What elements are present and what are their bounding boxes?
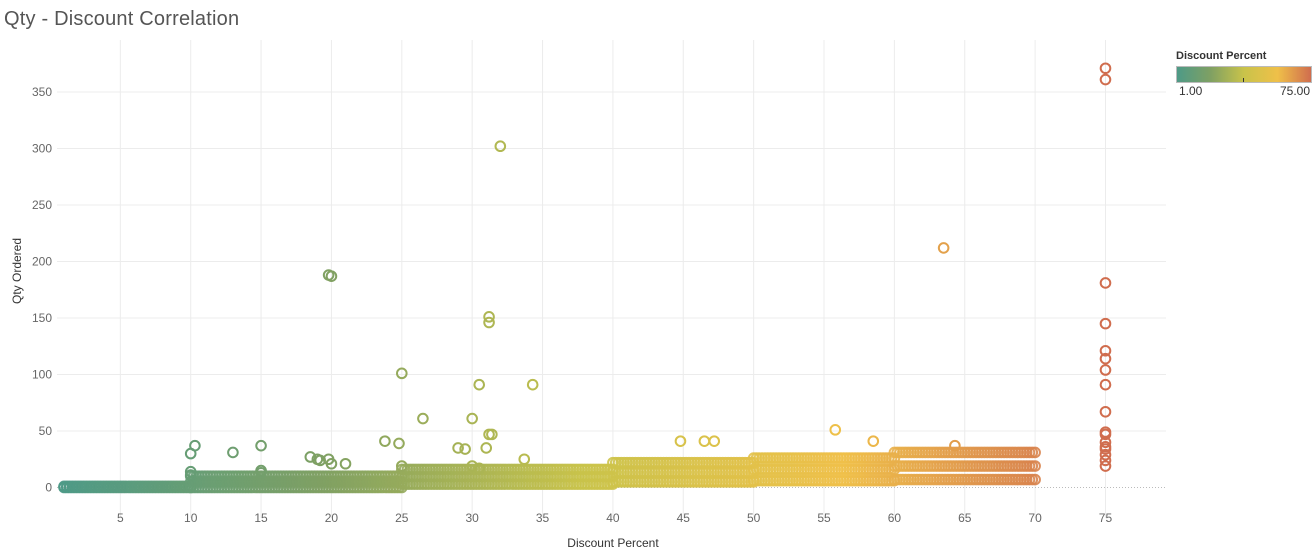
y-tick-label: 250 — [32, 198, 52, 212]
data-point — [1099, 364, 1112, 376]
data-point — [1099, 454, 1112, 467]
legend-color-ramp — [1176, 66, 1312, 83]
data-point — [325, 457, 338, 470]
dense-point-bands — [58, 446, 1041, 494]
data-point — [227, 446, 239, 459]
data-point — [1029, 446, 1041, 459]
data-point — [473, 462, 486, 475]
data-point — [526, 378, 539, 391]
data-point — [452, 442, 464, 454]
data-point — [417, 412, 429, 425]
data-point — [396, 460, 408, 472]
data-point — [1029, 473, 1041, 486]
data-point — [473, 378, 486, 391]
data-point — [708, 435, 721, 447]
x-tick-labels: 5 10 15 20 25 30 35 40 45 50 55 60 65 70 75 — [117, 511, 1112, 525]
data-point — [379, 435, 391, 447]
chart-title: Qty - Discount Correlation — [4, 8, 240, 30]
data-point — [466, 460, 478, 472]
data-point — [486, 428, 498, 441]
x-tick-label: 10 — [184, 511, 198, 525]
y-tick-label: 0 — [45, 480, 52, 494]
x-tick-label: 30 — [465, 511, 479, 525]
data-point — [1099, 73, 1112, 86]
y-tick-labels: 0 50 100 150 200 250 300 350 — [32, 85, 52, 495]
data-point — [314, 454, 326, 467]
data-point — [483, 311, 495, 323]
x-tick-label: 50 — [747, 511, 761, 525]
data-point — [1099, 277, 1112, 289]
data-point — [949, 439, 961, 452]
x-tick-label: 65 — [958, 511, 972, 525]
data-point — [339, 457, 352, 470]
data-point — [494, 140, 507, 153]
data-point — [698, 435, 711, 447]
data-point — [937, 242, 950, 254]
x-axis-title: Discount Percent — [567, 536, 659, 550]
data-point — [466, 412, 478, 425]
y-tick-label: 300 — [32, 141, 52, 155]
data-point — [184, 465, 197, 478]
y-tick-label: 350 — [32, 85, 52, 99]
x-tick-label: 40 — [606, 511, 620, 525]
x-tick-label: 25 — [395, 511, 409, 525]
x-tick-label: 70 — [1028, 511, 1042, 525]
data-point — [867, 435, 880, 447]
data-point — [1099, 436, 1112, 449]
data-point — [1099, 460, 1112, 472]
data-point — [1099, 317, 1112, 330]
data-point — [1099, 443, 1112, 455]
data-point — [483, 316, 495, 329]
legend-min-label: 1.00 — [1179, 84, 1203, 98]
x-tick-label: 75 — [1099, 511, 1113, 525]
data-point — [1099, 448, 1112, 461]
x-tick-label: 20 — [325, 511, 339, 525]
data-point — [459, 443, 471, 455]
data-point — [1099, 428, 1112, 441]
y-axis-title: Qty Ordered — [10, 238, 24, 304]
y-tick-label: 200 — [32, 254, 52, 268]
x-tick-label: 35 — [536, 511, 550, 525]
legend-max-label: 75.00 — [1279, 84, 1310, 98]
x-tick-label: 60 — [888, 511, 902, 525]
data-point — [674, 435, 687, 447]
data-point — [480, 442, 493, 454]
y-tick-label: 150 — [32, 311, 52, 325]
x-tick-label: 15 — [254, 511, 268, 525]
data-point — [255, 466, 267, 479]
data-point — [304, 451, 317, 463]
data-point — [184, 469, 197, 481]
data-point — [1099, 62, 1112, 75]
data-point — [829, 424, 842, 436]
color-legend: Discount Percent 1.00 75.00 — [1176, 50, 1312, 98]
data-point — [325, 270, 338, 282]
data-point — [255, 439, 267, 452]
legend-title: Discount Percent — [1176, 50, 1267, 62]
grid-lines — [57, 40, 1166, 518]
data-point — [1099, 405, 1112, 418]
data-point — [518, 453, 531, 466]
data-point — [1099, 344, 1112, 357]
x-tick-label: 5 — [117, 511, 124, 525]
legend-midpoint-mark — [1243, 78, 1244, 82]
data-point — [396, 367, 408, 380]
data-point — [1029, 460, 1041, 472]
data-point — [1099, 352, 1112, 365]
data-point — [189, 439, 201, 452]
x-tick-label: 45 — [677, 511, 691, 525]
data-point — [1099, 378, 1112, 391]
y-tick-label: 100 — [32, 367, 52, 381]
y-tick-label: 50 — [39, 424, 53, 438]
data-points — [184, 62, 1112, 481]
x-tick-label: 55 — [817, 511, 831, 525]
data-point — [393, 437, 405, 450]
